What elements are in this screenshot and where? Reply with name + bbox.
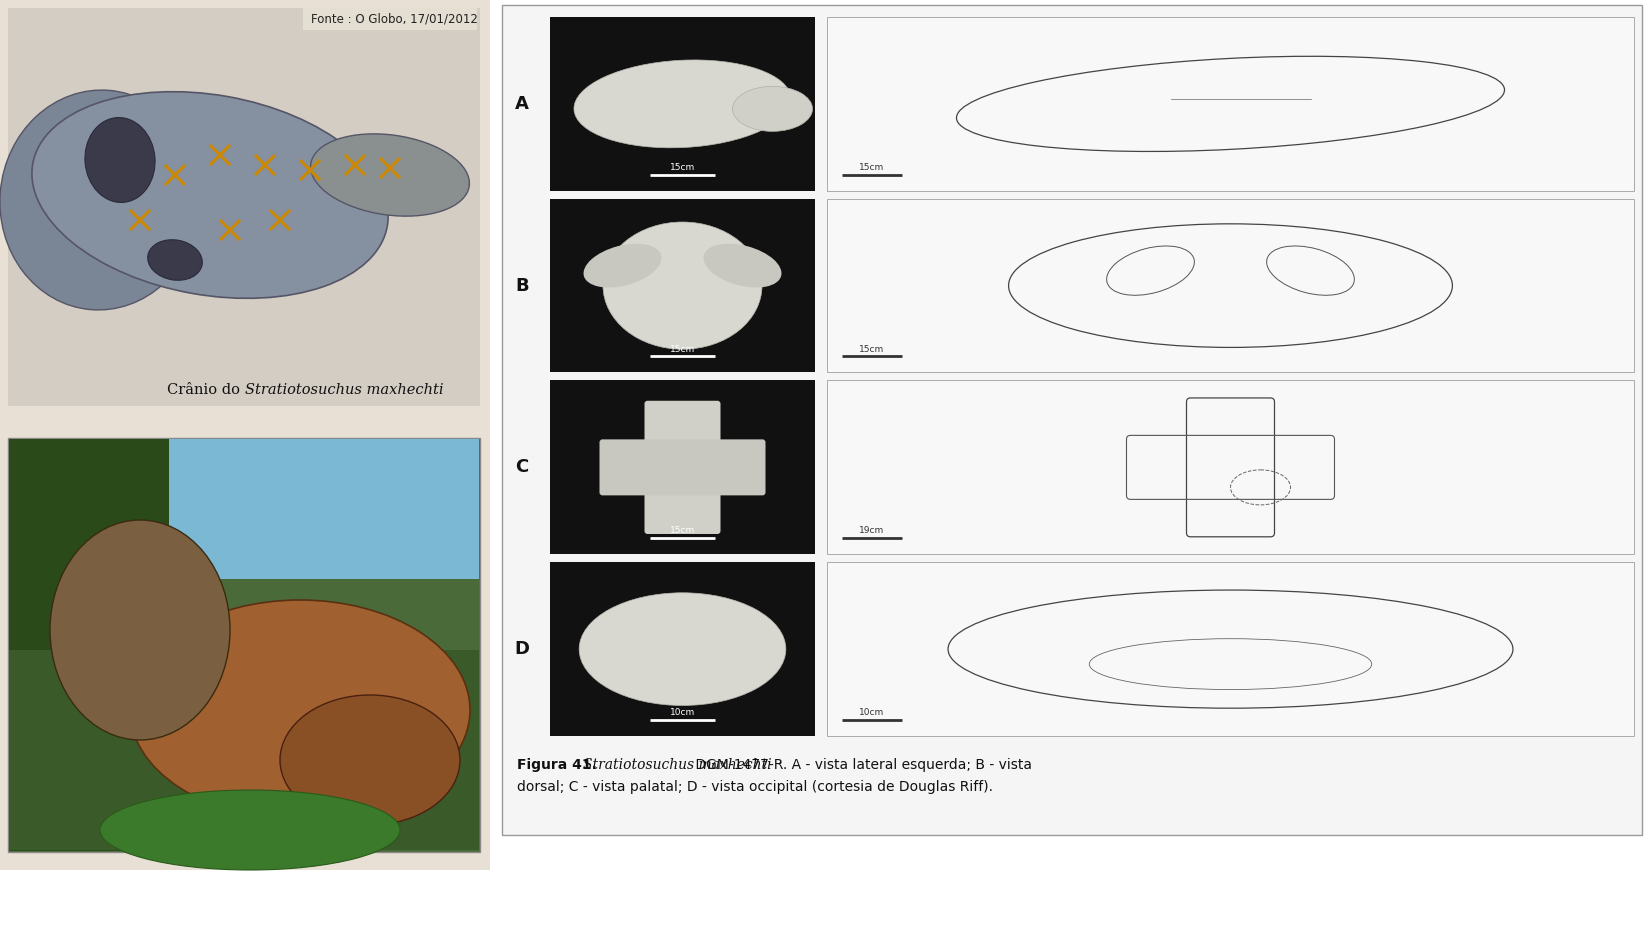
Text: 19cm: 19cm xyxy=(860,526,884,535)
FancyBboxPatch shape xyxy=(827,199,1634,373)
FancyBboxPatch shape xyxy=(304,8,477,30)
Ellipse shape xyxy=(101,790,399,870)
FancyBboxPatch shape xyxy=(599,439,766,496)
Ellipse shape xyxy=(84,117,155,202)
Ellipse shape xyxy=(0,90,200,310)
Text: Stratiotosuchus maxhechti: Stratiotosuchus maxhechti xyxy=(244,383,444,397)
Text: B: B xyxy=(515,276,528,294)
Text: 15cm: 15cm xyxy=(670,344,695,354)
FancyBboxPatch shape xyxy=(827,17,1634,191)
FancyBboxPatch shape xyxy=(549,199,815,373)
Ellipse shape xyxy=(130,600,470,820)
FancyBboxPatch shape xyxy=(8,438,480,852)
Ellipse shape xyxy=(31,92,388,298)
Ellipse shape xyxy=(148,239,203,280)
Text: Crânio do: Crânio do xyxy=(167,383,244,397)
Ellipse shape xyxy=(310,133,469,216)
Ellipse shape xyxy=(574,60,790,148)
Text: 15cm: 15cm xyxy=(670,163,695,172)
Ellipse shape xyxy=(733,86,812,131)
Ellipse shape xyxy=(280,695,460,825)
Text: 10cm: 10cm xyxy=(860,708,884,717)
Text: 15cm: 15cm xyxy=(860,344,884,354)
Text: DGM-1477-R. A - vista lateral esquerda; B - vista: DGM-1477-R. A - vista lateral esquerda; … xyxy=(691,758,1031,772)
FancyBboxPatch shape xyxy=(8,439,168,851)
FancyBboxPatch shape xyxy=(8,650,478,850)
Ellipse shape xyxy=(584,244,662,288)
FancyBboxPatch shape xyxy=(0,0,490,870)
Ellipse shape xyxy=(602,222,762,349)
Text: Fonte : O Globo, 17/01/2012: Fonte : O Globo, 17/01/2012 xyxy=(312,12,478,26)
Ellipse shape xyxy=(703,244,782,288)
Text: 15cm: 15cm xyxy=(670,526,695,535)
Ellipse shape xyxy=(579,593,785,706)
FancyBboxPatch shape xyxy=(827,562,1634,736)
Text: A: A xyxy=(515,95,530,113)
FancyBboxPatch shape xyxy=(8,8,480,406)
Text: Stratiotosuchus maxhechti: Stratiotosuchus maxhechti xyxy=(582,758,772,772)
Text: Figura 41.: Figura 41. xyxy=(516,758,602,772)
Text: dorsal; C - vista palatal; D - vista occipital (cortesia de Douglas Riff).: dorsal; C - vista palatal; D - vista occ… xyxy=(516,780,993,794)
FancyBboxPatch shape xyxy=(549,562,815,736)
FancyBboxPatch shape xyxy=(8,439,478,579)
Text: 15cm: 15cm xyxy=(860,163,884,172)
FancyBboxPatch shape xyxy=(502,5,1642,835)
Text: C: C xyxy=(515,459,528,477)
Ellipse shape xyxy=(50,520,229,740)
FancyBboxPatch shape xyxy=(645,401,721,534)
FancyBboxPatch shape xyxy=(549,17,815,191)
FancyBboxPatch shape xyxy=(549,380,815,554)
FancyBboxPatch shape xyxy=(827,380,1634,554)
Text: 10cm: 10cm xyxy=(670,708,695,717)
Text: D: D xyxy=(515,640,530,658)
